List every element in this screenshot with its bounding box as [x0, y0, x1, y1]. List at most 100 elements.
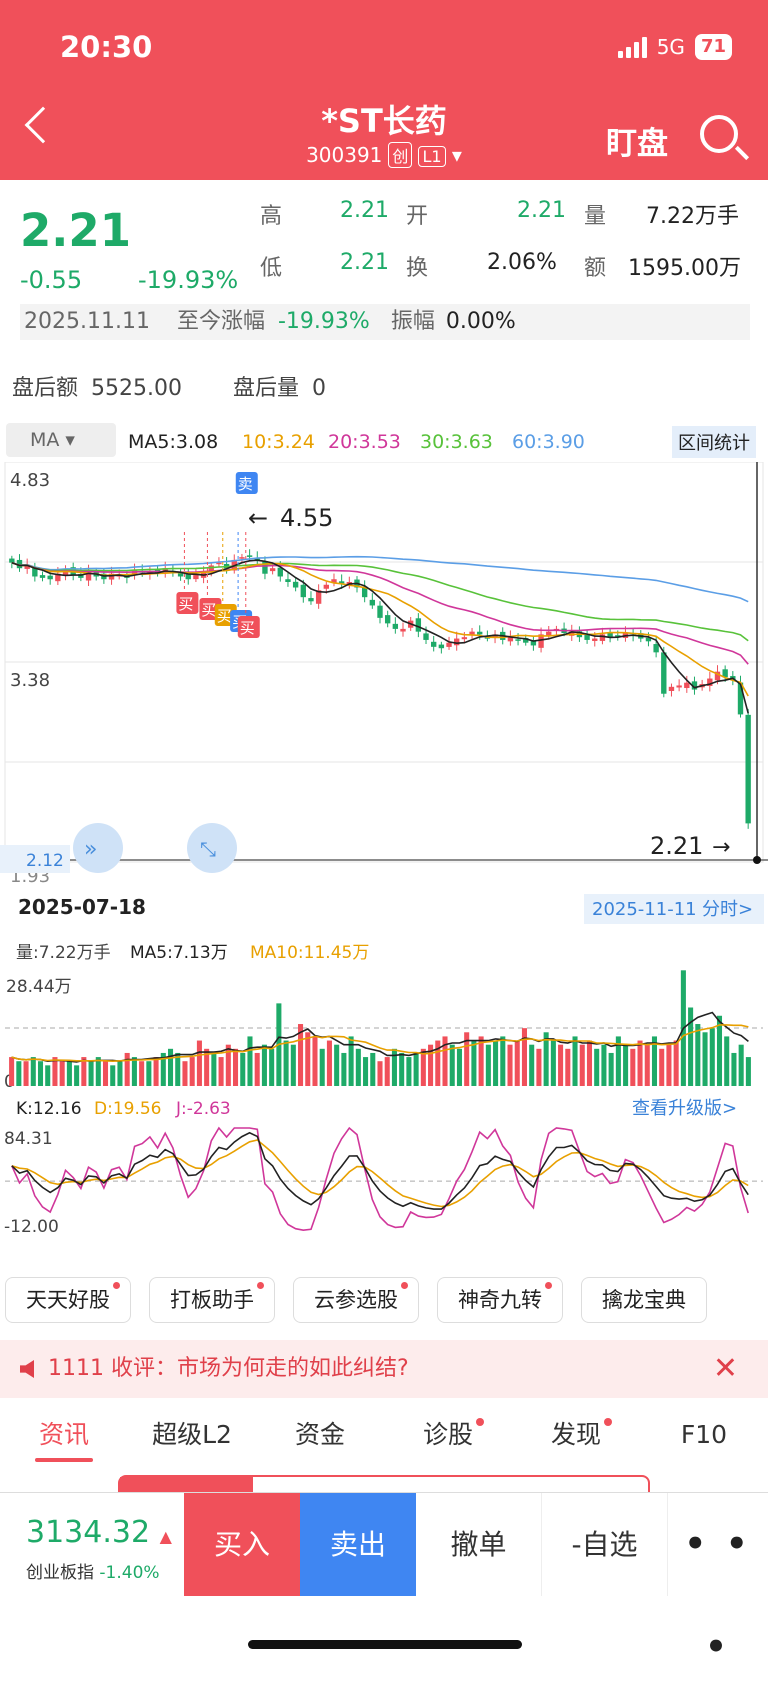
volume-bar [240, 1052, 246, 1086]
candle-body [9, 558, 15, 563]
volume-bar [485, 1044, 491, 1086]
buy-marker-text: 买 [178, 595, 193, 613]
candle-body [262, 561, 268, 574]
tab-f10[interactable]: F10 [640, 1408, 768, 1462]
tool-magic-nine[interactable]: 神奇九转 [437, 1277, 563, 1323]
sub-tab-strip[interactable] [118, 1475, 650, 1495]
up-arrow-icon: ▲ [159, 1527, 172, 1546]
volume-bar [666, 1044, 672, 1086]
indicator-selector[interactable]: MA ▾ [6, 423, 116, 457]
low-value: 2.21 [340, 250, 389, 275]
candle-body [592, 638, 598, 641]
search-icon[interactable] [700, 115, 738, 153]
more-icon[interactable]: • • • [684, 1524, 752, 1667]
new-dot [545, 1282, 552, 1289]
volume-bar [377, 1061, 383, 1086]
tab-label: 发现 [550, 1420, 601, 1449]
tab-diagnosis[interactable]: 诊股 [384, 1408, 512, 1462]
volume-bar [189, 1057, 195, 1086]
tool-limit-up-helper[interactable]: 打板助手 [149, 1277, 275, 1323]
kdj-series-line [11, 1126, 749, 1232]
ma20-line [11, 561, 749, 665]
new-dot [401, 1282, 408, 1289]
stock-code-row[interactable]: 300391 创 L1 ▾ [0, 142, 768, 168]
volume-bar [673, 1040, 679, 1086]
range-date: 2025.11.11 [24, 309, 150, 334]
volume-bar [30, 1057, 36, 1086]
candle-body [338, 581, 345, 584]
volume-bar [413, 1052, 419, 1086]
level-tag: L1 [418, 146, 446, 167]
volume-bar [428, 1044, 434, 1086]
volume-bar [608, 1052, 614, 1086]
candle-body [16, 559, 23, 569]
tab-super-l2[interactable]: 超级L2 [128, 1408, 256, 1462]
tool-label: 神奇九转 [458, 1288, 542, 1312]
volume-bar [456, 1048, 462, 1086]
candle-body [415, 618, 422, 632]
board-tag: 创 [388, 142, 413, 168]
sub-tab-active[interactable] [120, 1477, 253, 1495]
buy-button[interactable]: 买入 [184, 1493, 300, 1596]
candle-body [331, 579, 337, 583]
volume-bar [182, 1061, 188, 1086]
tab-news[interactable]: 资讯 [0, 1408, 128, 1462]
volume-bar [406, 1057, 412, 1086]
volume-bar [95, 1057, 101, 1086]
tab-label: F10 [680, 1420, 728, 1449]
volume-bar [88, 1061, 94, 1086]
ma20-label: 20:3.53 [328, 431, 401, 453]
index-widget[interactable]: 3134.32 ▲ 创业板指 -1.40% [0, 1493, 184, 1595]
max-price-mark: 4.55 [280, 504, 333, 532]
volume-bar [341, 1052, 347, 1086]
candle-body [469, 631, 475, 635]
caret-down-icon[interactable]: ▾ [445, 143, 462, 167]
range-stats-button[interactable]: 区间统计 [672, 426, 756, 458]
volume-bar [225, 1044, 231, 1086]
x-end-box [584, 894, 764, 924]
close-icon[interactable]: ✕ [712, 1351, 738, 1386]
candle-body [431, 641, 437, 647]
turnover-label: 换 [406, 256, 429, 281]
volume-bar [298, 1024, 304, 1086]
tab-discover[interactable]: 发现 [512, 1408, 640, 1462]
cursor-price-box [0, 845, 70, 873]
volume-bar [211, 1052, 217, 1086]
candle-body [515, 639, 521, 641]
chart-area[interactable]: MA ▾ MA5:3.08 10:3.24 20:3.53 30:3.63 60… [0, 420, 768, 1655]
expand-icon[interactable] [187, 823, 237, 873]
volume-bar [420, 1048, 426, 1086]
cancel-order-button[interactable]: 撤单 [416, 1493, 542, 1596]
candle-body [661, 652, 667, 694]
amplitude-value: 0.00% [445, 309, 516, 334]
candle-body [39, 575, 46, 578]
tab-funds[interactable]: 资金 [256, 1408, 384, 1462]
candle-body [684, 682, 690, 689]
tool-cloud-screener[interactable]: 云参选股 [293, 1277, 419, 1323]
buy-marker-text: 买 [217, 607, 232, 625]
tool-daily-picks[interactable]: 天天好股 [5, 1277, 131, 1323]
volume-bar [153, 1057, 159, 1086]
indicator-selector-label: MA [30, 429, 60, 451]
vol-ma-line [11, 1024, 749, 1063]
upgrade-link[interactable]: 查看升级版> [632, 1098, 737, 1119]
volume-bar [247, 1036, 253, 1086]
notice-banner[interactable]: 1111 收评：市场为何走的如此纠结? ✕ [0, 1340, 768, 1398]
fast-forward-icon[interactable] [73, 823, 123, 873]
low-label: 低 [260, 256, 283, 281]
watch-screen-button[interactable]: 盯盘 [606, 126, 668, 162]
volume-bar [305, 1032, 311, 1086]
sell-button[interactable]: 卖出 [300, 1493, 416, 1596]
volume-bar [23, 1061, 29, 1086]
new-dot [113, 1282, 120, 1289]
candle-body [446, 642, 452, 647]
candle-body [32, 568, 38, 577]
candle-body [384, 615, 391, 624]
buy-marker [237, 616, 260, 638]
turnover-value: 2.06% [487, 250, 557, 275]
kline-chart-svg[interactable]: 4.83 3.38 1.93 2.12 » ⤡ ← 4.55 2.21 → 卖买… [0, 462, 768, 1322]
tool-dragon-guide[interactable]: 擒龙宝典 [581, 1277, 707, 1323]
intraday-link[interactable]: 分时> [702, 899, 753, 920]
remove-watchlist-button[interactable]: -自选 [542, 1493, 668, 1596]
candle-body [461, 637, 468, 640]
